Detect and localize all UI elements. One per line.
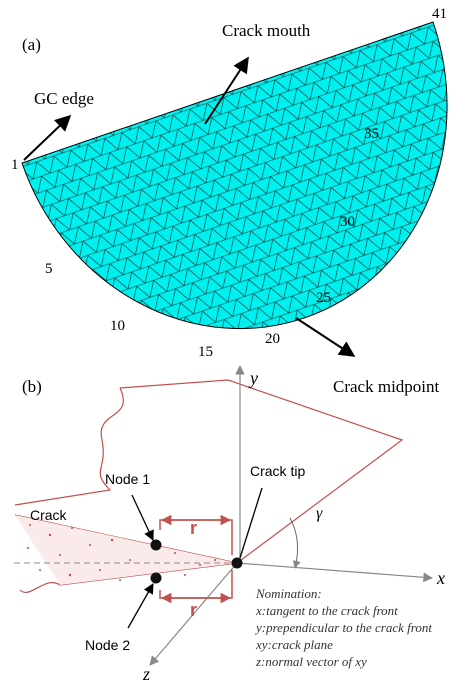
nomination-line: Nomination: bbox=[255, 586, 322, 601]
crack-fill bbox=[15, 515, 237, 585]
angle-label: γ bbox=[316, 505, 323, 522]
panel-b: (b) x y z γ r r bbox=[14, 365, 445, 682]
node-number: 15 bbox=[198, 344, 213, 360]
node-number: 30 bbox=[340, 214, 355, 230]
r-label: r bbox=[190, 600, 197, 620]
nomination-line: z:normal vector of xy bbox=[255, 654, 367, 669]
node-1 bbox=[150, 539, 162, 551]
pointer bbox=[239, 487, 263, 559]
axis-label: z bbox=[142, 664, 150, 682]
arrow bbox=[295, 317, 356, 357]
axis-label: x bbox=[436, 568, 445, 588]
crack-tip-node bbox=[231, 557, 243, 569]
mesh-domain bbox=[21, 21, 448, 330]
node-number: 20 bbox=[265, 331, 280, 347]
annotation: Crack mouth bbox=[222, 21, 311, 40]
pointer bbox=[131, 494, 154, 541]
x-axis bbox=[236, 562, 433, 583]
crack-tip-label: Crack tip bbox=[250, 463, 305, 479]
node-number: 41 bbox=[432, 6, 447, 22]
panel-label: (a) bbox=[22, 35, 41, 54]
z-axis bbox=[149, 562, 238, 666]
node-number: 1 bbox=[11, 157, 19, 173]
crack-label: Crack bbox=[30, 507, 68, 523]
node-number: 35 bbox=[364, 126, 379, 142]
annotation: Crack midpoint bbox=[333, 377, 440, 396]
node-number: 25 bbox=[316, 290, 331, 306]
nomination-line: xy:crack plane bbox=[255, 637, 333, 652]
nomination-line: y:prependicular to the crack front bbox=[254, 620, 432, 635]
angle-arc bbox=[289, 517, 301, 569]
nomination-line: x:tangent to the crack front bbox=[255, 603, 398, 618]
annotation: GC edge bbox=[34, 89, 94, 108]
axis-label: y bbox=[248, 368, 258, 388]
node-number: 5 bbox=[45, 261, 53, 277]
node-number: 10 bbox=[110, 318, 125, 334]
r-bracket bbox=[159, 570, 233, 599]
panel-a: (a) Crack mouth GC edge Crack midpoint 1… bbox=[11, 6, 448, 396]
node-label: Node 1 bbox=[105, 471, 150, 487]
body-outline bbox=[14, 379, 404, 564]
panel-label: (b) bbox=[22, 377, 42, 396]
arrow bbox=[204, 56, 249, 125]
node-label: Node 2 bbox=[85, 637, 130, 653]
node-2 bbox=[150, 572, 162, 584]
pointer bbox=[127, 583, 154, 629]
arrow bbox=[23, 114, 72, 161]
r-label: r bbox=[190, 518, 197, 538]
crack-dots bbox=[27, 524, 216, 581]
